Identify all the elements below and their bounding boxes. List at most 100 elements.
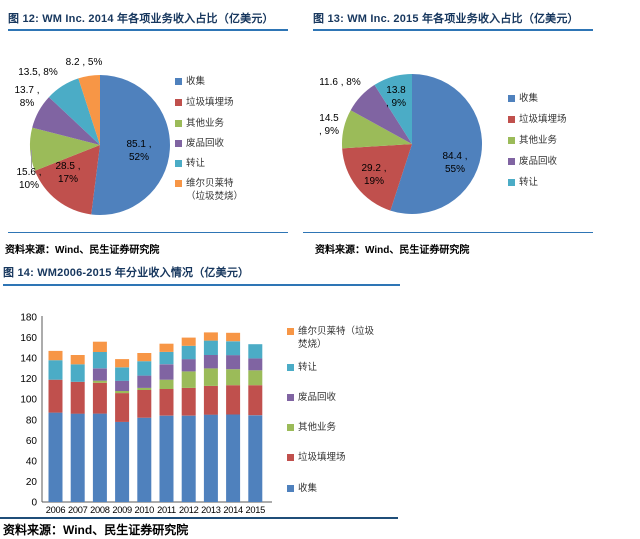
- y-axis-tick-label: 80: [26, 415, 38, 426]
- bar-segment-2015-转让: [248, 344, 263, 359]
- legend-label: 转让: [186, 158, 206, 169]
- bar-segment-2009-维尔贝莱特（垃圾焚烧）: [115, 359, 130, 368]
- bar-segment-2006-维尔贝莱特（垃圾焚烧）: [48, 350, 63, 361]
- bar-segment-2011-废品回收: [159, 364, 174, 380]
- legend-item-转让: 转让: [175, 158, 245, 171]
- figure14-title: 图 14: WM2006-2015 年分业收入情况（亿美元）: [3, 267, 250, 279]
- legend-swatch: [508, 137, 515, 144]
- legend-item-转让: 转让: [287, 362, 382, 375]
- pie-slice-其他业务: [342, 110, 412, 149]
- legend-swatch: [175, 140, 182, 147]
- legend-label: 收集: [186, 76, 206, 87]
- bar-segment-2008-垃圾填埋场: [92, 382, 107, 414]
- figure14-source: 资料来源：Wind、民生证券研究院: [3, 523, 189, 537]
- x-axis-label: 2008: [90, 505, 110, 515]
- bar-segment-2013-维尔贝莱特（垃圾焚烧）: [203, 332, 218, 341]
- bar-segment-2012-废品回收: [181, 359, 196, 372]
- bar-segment-2011-收集: [159, 415, 174, 502]
- y-axis-tick-label: 0: [31, 498, 37, 509]
- legend-label: 垃圾填埋场: [298, 452, 346, 463]
- y-axis-tick-label: 100: [20, 395, 37, 406]
- bar-segment-2008-维尔贝莱特（垃圾焚烧）: [92, 341, 107, 352]
- x-axis-label: 2006: [46, 505, 66, 515]
- bar-segment-2015-其他业务: [248, 370, 263, 386]
- pie-slice-废品回收: [32, 97, 101, 145]
- bar-segment-2007-维尔贝莱特（垃圾焚烧）: [70, 355, 85, 365]
- bar-segment-2013-废品回收: [203, 355, 218, 369]
- bar-segment-2006-转让: [48, 360, 63, 380]
- x-axis-label: 2013: [201, 505, 221, 515]
- y-axis-tick-label: 60: [26, 436, 38, 447]
- legend-item-垃圾填埋场: 垃圾填埋场: [287, 452, 382, 465]
- bar-segment-2014-转让: [226, 341, 241, 356]
- legend-label: 废品回收: [298, 392, 337, 403]
- pie-slice-收集: [390, 74, 483, 214]
- legend-item-维尔贝莱特（垃圾焚烧）: 维尔贝莱特（垃圾焚烧）: [175, 178, 245, 204]
- legend-label: 废品回收: [519, 156, 558, 167]
- bar-segment-2011-维尔贝莱特（垃圾焚烧）: [159, 343, 174, 352]
- x-axis-label: 2011: [157, 505, 176, 515]
- bar-segment-2012-收集: [181, 415, 196, 502]
- legend-label: 维尔贝莱特（垃圾焚烧）: [186, 178, 244, 202]
- bar-chart-svg: 0 20 40 60 80 100 120 140 160 180 2006 2007 2008 2009…: [20, 313, 272, 515]
- figure13-source: 资料来源：Wind、民生证券研究院: [315, 245, 470, 256]
- bar-segment-2006-垃圾填埋场: [48, 379, 63, 413]
- bar-segment-2011-其他业务: [159, 379, 174, 389]
- bar-segment-2012-垃圾填埋场: [181, 387, 196, 416]
- legend-swatch: [287, 364, 294, 371]
- figure12-pie-chart: [25, 70, 175, 220]
- bar-segment-2010-收集: [137, 417, 152, 502]
- pie-slice-垃圾填埋场: [342, 144, 412, 211]
- legend-swatch: [175, 99, 182, 106]
- figure12-source: 资料来源：Wind、民生证券研究院: [5, 245, 160, 256]
- legend-swatch: [287, 485, 294, 492]
- figure14-bottom-rule: [0, 517, 398, 519]
- figure13-title-rule: [313, 29, 593, 31]
- figure13-pie-chart: [337, 69, 487, 219]
- x-axis-label: 2014: [223, 505, 243, 515]
- legend-label: 垃圾填埋场: [519, 114, 567, 125]
- x-axis-label: 2012: [179, 505, 199, 515]
- pie-slice-转让: [374, 74, 412, 144]
- bar-segment-2007-收集: [70, 413, 85, 502]
- bar-segment-2015-垃圾填埋场: [248, 385, 263, 416]
- legend-swatch: [175, 160, 182, 167]
- bar-segment-2013-转让: [203, 340, 218, 355]
- legend-item-其他业务: 其他业务: [508, 135, 598, 148]
- legend-item-转让: 转让: [508, 177, 598, 190]
- pie-data-label: 15.6 , 10%: [16, 167, 42, 192]
- legend-item-维尔贝莱特（垃圾焚烧）: 维尔贝莱特（垃圾焚烧）: [287, 326, 382, 352]
- y-axis-tick-label: 180: [20, 313, 37, 324]
- pie-slice-其他业务: [30, 127, 101, 171]
- bar-segment-2014-垃圾填埋场: [226, 385, 241, 415]
- figure12-title-rule: [8, 29, 288, 31]
- legend-swatch: [508, 116, 515, 123]
- y-axis-tick-label: 120: [20, 374, 37, 385]
- bar-segment-2007-垃圾填埋场: [70, 381, 85, 414]
- legend-item-收集: 收集: [175, 76, 245, 89]
- figure14-bar-chart: 0 20 40 60 80 100 120 140 160 180 2006 2007 2008 2009…: [0, 296, 410, 526]
- bar-segment-2014-收集: [226, 414, 241, 502]
- pie-data-label: 28.5 , 17%: [55, 161, 81, 186]
- legend-swatch: [508, 95, 515, 102]
- figure12-title: 图 12: WM Inc. 2014 年各项业务收入占比（亿美元）: [8, 13, 274, 25]
- bar-segment-2010-维尔贝莱特（垃圾焚烧）: [137, 353, 152, 362]
- bar-segment-2012-转让: [181, 345, 196, 360]
- bar-segment-2014-其他业务: [226, 369, 241, 386]
- legend-item-废品回收: 废品回收: [287, 392, 382, 405]
- legend-label: 其他业务: [298, 422, 337, 433]
- legend-swatch: [287, 394, 294, 401]
- bar-segment-2008-转让: [92, 351, 107, 369]
- legend-swatch: [508, 158, 515, 165]
- x-axis-label: 2009: [112, 505, 132, 515]
- bar-segment-2010-转让: [137, 361, 152, 376]
- bar-segment-2010-其他业务: [137, 387, 152, 390]
- legend-label: 垃圾填埋场: [186, 97, 234, 108]
- bar-segment-2015-废品回收: [248, 358, 263, 371]
- x-axis-label: 2010: [135, 505, 155, 515]
- legend-item-废品回收: 废品回收: [508, 156, 598, 169]
- bar-segment-2015-收集: [248, 415, 263, 502]
- figure14-title-rule: [3, 284, 400, 286]
- bar-segment-2013-其他业务: [203, 368, 218, 386]
